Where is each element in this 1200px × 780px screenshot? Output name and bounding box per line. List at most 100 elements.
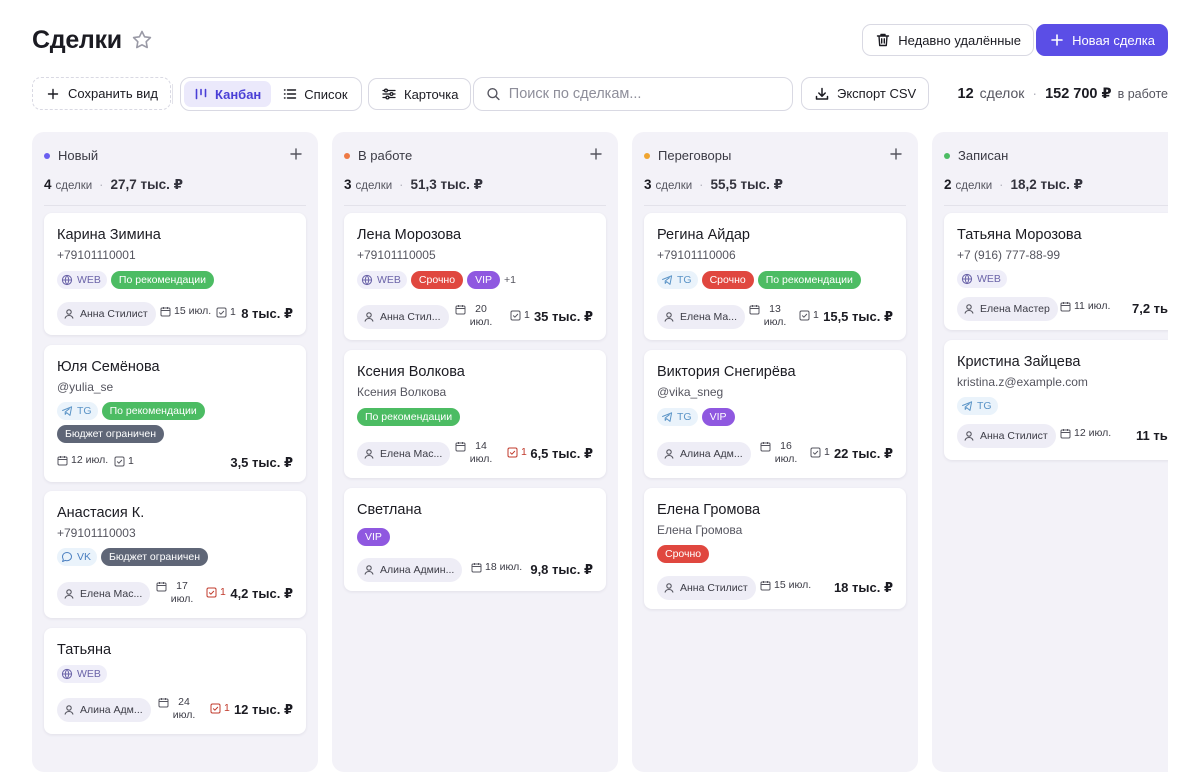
deal-contact: @vika_sneg: [657, 385, 724, 399]
deal-tasks: 1: [799, 309, 819, 321]
add-deal-icon[interactable]: [588, 146, 604, 162]
tag-badge: VIP: [467, 271, 500, 289]
export-csv-button[interactable]: Экспорт CSV: [801, 77, 930, 110]
star-icon[interactable]: [130, 28, 154, 52]
deal-tasks-count: 1: [521, 446, 527, 458]
deal-card[interactable]: Юля Семёнова @yulia_se TG По рекомендаци…: [44, 345, 306, 482]
deal-tasks-count: 1: [224, 702, 230, 714]
deal-tasks: 1: [510, 309, 530, 321]
column-header: Новый: [44, 146, 306, 166]
user-icon: [364, 565, 374, 575]
source-label: TG: [677, 274, 692, 286]
calendar-icon: [1060, 429, 1071, 439]
deal-contact: Елена Громова: [657, 523, 743, 537]
deal-tags: VIP: [357, 528, 593, 546]
checkbox-icon: [507, 447, 518, 457]
deal-owner-name: Анна Стилист: [80, 308, 148, 320]
deal-card[interactable]: Карина Зимина +79101110001 WEB По рекоме…: [44, 213, 306, 335]
deal-date-value: 11 июл.: [1074, 300, 1111, 312]
column-count: 3: [344, 177, 352, 192]
deal-amount: 35 тыс. ₽: [533, 309, 593, 324]
deals-summary: 12 сделок · 152 700 ₽ в работе: [958, 85, 1168, 102]
column-status-dot: [44, 153, 50, 159]
deal-date: 15 июл.: [160, 305, 211, 317]
deal-tags: WEB Срочно VIP +1: [357, 271, 593, 289]
deal-owner: Анна Стилист: [957, 424, 1056, 448]
add-deal-icon[interactable]: [888, 146, 904, 162]
column-negotiations: Переговоры 3 сделки · 55,5 тыс. ₽ Регина…: [632, 132, 918, 772]
deal-card[interactable]: Лена Морозова +79101110005 WEB Срочно VI…: [344, 213, 606, 340]
recently-deleted-button[interactable]: Недавно удалённые: [862, 24, 1034, 56]
deal-client-name: Карина Зимина: [57, 227, 161, 243]
search-input[interactable]: [508, 86, 780, 102]
deal-date-value: 15 июл.: [774, 579, 812, 591]
source-label: WEB: [377, 274, 401, 286]
deal-meta: Анна Стилист 15 июл. 18 тыс. ₽: [657, 576, 893, 600]
deal-meta: Елена Мас... 14 июл. 1 6,5 тыс. ₽: [357, 440, 593, 466]
deal-contact: +79101110001: [57, 248, 136, 262]
column-new: Новый 4 сделки · 27,7 тыс. ₽ Карина Зими…: [32, 132, 318, 772]
column-header: Записан: [944, 146, 1168, 166]
deal-card[interactable]: Кристина Зайцева kristina.z@example.com …: [944, 340, 1168, 460]
deal-date-value: 15 июл.: [174, 305, 212, 317]
kanban-board: Новый 4 сделки · 27,7 тыс. ₽ Карина Зими…: [32, 132, 1168, 780]
tag-badge: Бюджет ограничен: [101, 548, 209, 566]
view-kanban-button[interactable]: Канбан: [184, 81, 272, 107]
deal-owner-name: Елена Мастер: [980, 303, 1050, 315]
user-icon: [64, 705, 74, 715]
view-list-button[interactable]: Список: [273, 81, 357, 107]
deal-tasks-overdue: 1: [206, 586, 226, 598]
deal-card[interactable]: Светлана VIP Алина Админ... 18 июл. 9,8 …: [344, 488, 606, 591]
column-count: 3: [644, 177, 652, 192]
globe-icon: [961, 273, 973, 285]
search-box[interactable]: [473, 77, 793, 111]
telegram-icon: [662, 412, 673, 422]
deal-card[interactable]: Татьяна Морозова +7 (916) 777-88-99 WEB …: [944, 213, 1168, 330]
checkbox-icon: [799, 310, 810, 320]
deal-card[interactable]: Регина Айдар +79101110006 TG Срочно По р…: [644, 213, 906, 340]
checkbox-icon: [210, 703, 221, 713]
calendar-icon: [160, 307, 171, 317]
deal-card[interactable]: Елена Громова Елена Громова Срочно Анна …: [644, 488, 906, 609]
view-list-label: Список: [304, 86, 348, 102]
calendar-icon: [455, 305, 466, 315]
plus-icon: [1051, 34, 1063, 46]
deal-tags: Срочно: [657, 545, 893, 563]
save-view-button[interactable]: Сохранить вид: [32, 77, 171, 110]
source-badge: TG: [957, 397, 998, 415]
deal-card[interactable]: Анастасия К. +79101110003 VK Бюджет огра…: [44, 491, 306, 618]
new-deal-label: Новая сделка: [1072, 32, 1155, 48]
kanban-icon: [195, 88, 207, 100]
deal-meta: Елена Мастер 11 июл. 7,2 тыс. ₽: [957, 297, 1168, 321]
source-badge: VK: [57, 548, 98, 566]
deal-client-name: Лена Морозова: [357, 227, 462, 243]
deal-card[interactable]: Виктория Снегирёва @vika_sneg TG VIP Али…: [644, 350, 906, 478]
source-badge: WEB: [957, 270, 1007, 288]
deal-card[interactable]: Татьяна WEB Алина Адм... 24 июл. 1 12 ты…: [44, 628, 306, 734]
new-deal-button[interactable]: Новая сделка: [1036, 24, 1168, 56]
deal-card[interactable]: Ксения Волкова Ксения Волкова По рекомен…: [344, 350, 606, 478]
deal-client-name: Ксения Волкова: [357, 364, 465, 380]
user-icon: [664, 449, 674, 459]
deal-date: 11 июл.: [1060, 300, 1110, 312]
view-card-button[interactable]: Карточка: [368, 78, 472, 110]
add-deal-icon[interactable]: [288, 146, 304, 162]
deal-client-name: Татьяна: [57, 642, 112, 658]
user-icon: [64, 309, 74, 319]
deal-client-name: Елена Громова: [657, 502, 761, 518]
deal-tasks: 1: [810, 446, 830, 458]
recently-deleted-label: Недавно удалённые: [898, 32, 1021, 48]
deal-date-value: 20 июл.: [469, 303, 493, 328]
column-title: Новый: [58, 148, 99, 163]
deal-date-value: 16 июл.: [774, 440, 798, 465]
globe-icon: [61, 274, 73, 286]
column-header: Переговоры: [644, 146, 906, 166]
deal-tasks-count: 1: [824, 446, 830, 458]
column-count-label: сделки: [55, 180, 93, 192]
deal-tasks-count: 1: [220, 586, 226, 598]
deal-tasks: 1: [114, 455, 134, 467]
column-summary: 4 сделки · 27,7 тыс. ₽: [44, 177, 183, 193]
deal-date-value: 17 июл.: [170, 580, 194, 605]
deal-tasks-count: 1: [128, 455, 134, 467]
deal-owner-name: Алина Адм...: [80, 704, 143, 716]
